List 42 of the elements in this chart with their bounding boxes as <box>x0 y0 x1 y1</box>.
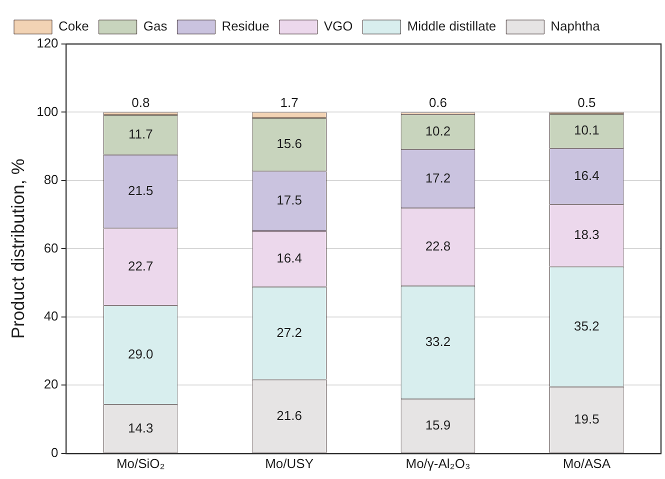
data-label: 17.2 <box>425 170 451 186</box>
data-label: 22.8 <box>425 238 451 254</box>
data-label: 16.4 <box>276 250 302 266</box>
data-label: 35.2 <box>574 318 600 334</box>
y-tick-label: 60 <box>44 240 58 256</box>
y-tick-label: 80 <box>44 172 58 188</box>
data-label: 10.2 <box>425 124 451 139</box>
data-label: 0.6 <box>428 95 448 110</box>
data-label: 15.6 <box>276 136 302 152</box>
data-label: 27.2 <box>276 324 302 340</box>
data-label: 33.2 <box>425 334 451 350</box>
data-label: 11.7 <box>128 126 153 142</box>
legend-label: VGO <box>324 18 353 34</box>
data-label: 0.8 <box>132 94 150 110</box>
legend-label: Gas <box>143 18 168 34</box>
x-tick-label: Mo/USY <box>265 456 314 471</box>
legend-label: Residue <box>222 18 270 34</box>
data-label: 21.5 <box>128 183 154 198</box>
y-tick-label: 20 <box>44 376 58 392</box>
legend-label: Naphtha <box>550 18 601 34</box>
data-label: 15.9 <box>425 418 451 433</box>
data-label: 14.3 <box>128 420 154 436</box>
data-label: 29.0 <box>128 346 154 362</box>
y-tick-label: 40 <box>44 308 58 324</box>
data-label: 0.5 <box>578 94 596 110</box>
data-label: 21.6 <box>276 408 302 423</box>
legend-label: Middle distillate <box>407 18 496 34</box>
x-tick-label: Mo/SiO₂ <box>116 456 165 471</box>
y-axis-title: Product distribution, % <box>8 158 28 339</box>
data-label: 22.7 <box>128 258 154 274</box>
y-tick-label: 100 <box>36 104 58 119</box>
data-label: 16.4 <box>574 168 600 183</box>
legend-label: Coke <box>58 18 89 34</box>
y-tick-label: 0 <box>51 444 58 460</box>
x-tick-label: Mo/ASA <box>562 456 611 471</box>
data-label: 19.5 <box>574 411 600 426</box>
data-label: 10.1 <box>574 122 600 138</box>
x-tick-label: Mo/γ-Al₂O₃ <box>406 456 470 471</box>
data-label: 17.5 <box>276 192 302 208</box>
data-label: 1.7 <box>280 94 298 110</box>
y-tick-label: 120 <box>36 36 58 51</box>
data-label: 18.3 <box>574 227 600 242</box>
